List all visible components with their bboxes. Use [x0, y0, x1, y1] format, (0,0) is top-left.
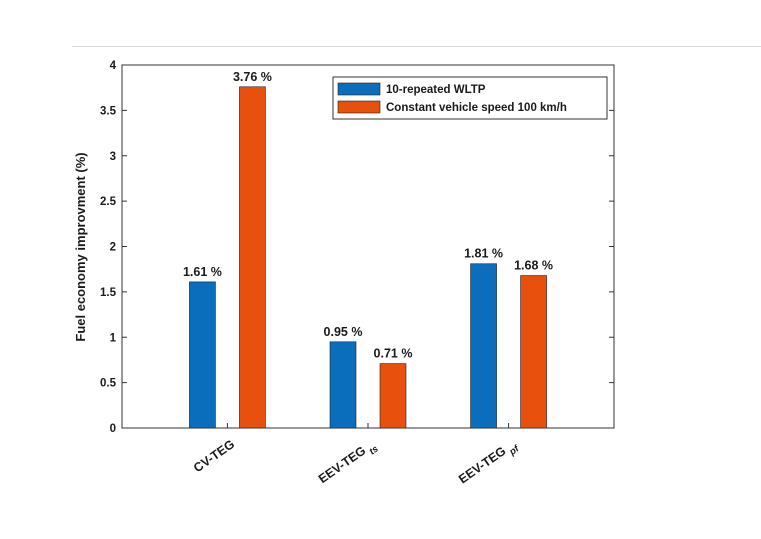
y-tick-label: 3.5 — [100, 105, 117, 117]
top-divider-line — [72, 46, 761, 47]
bar-constant-speed-1 — [239, 86, 266, 429]
legend-swatch — [337, 82, 381, 96]
data-label: 1.68 % — [514, 259, 553, 273]
bar-wltp-2 — [329, 341, 357, 429]
data-label: 1.61 % — [183, 265, 222, 279]
data-label: 3.76 % — [233, 70, 272, 84]
legend: 10-repeated WLTP Constant vehicle speed 1… — [332, 76, 608, 120]
y-axis: 0 0.5 1 1.5 2 2.5 3 3.5 4 — [100, 60, 614, 435]
bars-group — [189, 86, 547, 429]
data-labels-group: 1.61 % 3.76 % 0.95 % 0.71 % 1.81 % 1.68 % — [183, 70, 553, 361]
bar-wltp-1 — [189, 281, 216, 429]
category-subscript: ts — [367, 444, 380, 458]
y-tick-label: 0.5 — [100, 378, 117, 390]
y-axis-title: Fuel economy improvment (%) — [73, 152, 88, 341]
data-label: 0.95 % — [324, 325, 363, 339]
y-tick-label: 4 — [110, 60, 117, 72]
data-label: 0.71 % — [374, 347, 413, 361]
bar-constant-speed-2 — [379, 363, 407, 429]
y-tick-label: 1 — [110, 332, 117, 344]
x-category-label: CV-TEG — [191, 437, 237, 475]
category-subscript: pf — [507, 443, 522, 458]
y-tick-label: 1.5 — [100, 287, 117, 299]
category-name: EEV-TEG — [316, 444, 368, 487]
y-tick-label: 0 — [110, 423, 116, 435]
legend-label: 10-repeated WLTP — [386, 84, 486, 96]
x-axis: CV-TEG EEV-TEGts EEV-TEGpf — [191, 423, 522, 491]
data-label: 1.81 % — [464, 247, 503, 261]
y-tick-label: 2 — [110, 242, 116, 254]
legend-label: Constant vehicle speed 100 km/h — [386, 102, 567, 114]
legend-swatch — [337, 100, 381, 114]
x-category-label: EEV-TEGts — [316, 437, 381, 490]
category-name: EEV-TEG — [456, 444, 508, 487]
y-tick-label: 2.5 — [100, 196, 117, 208]
x-category-label: EEV-TEGpf — [456, 437, 522, 491]
category-name: CV-TEG — [191, 437, 237, 475]
bar-wltp-3 — [470, 263, 497, 429]
y-tick-label: 3 — [110, 151, 116, 163]
bar-constant-speed-3 — [520, 275, 547, 429]
